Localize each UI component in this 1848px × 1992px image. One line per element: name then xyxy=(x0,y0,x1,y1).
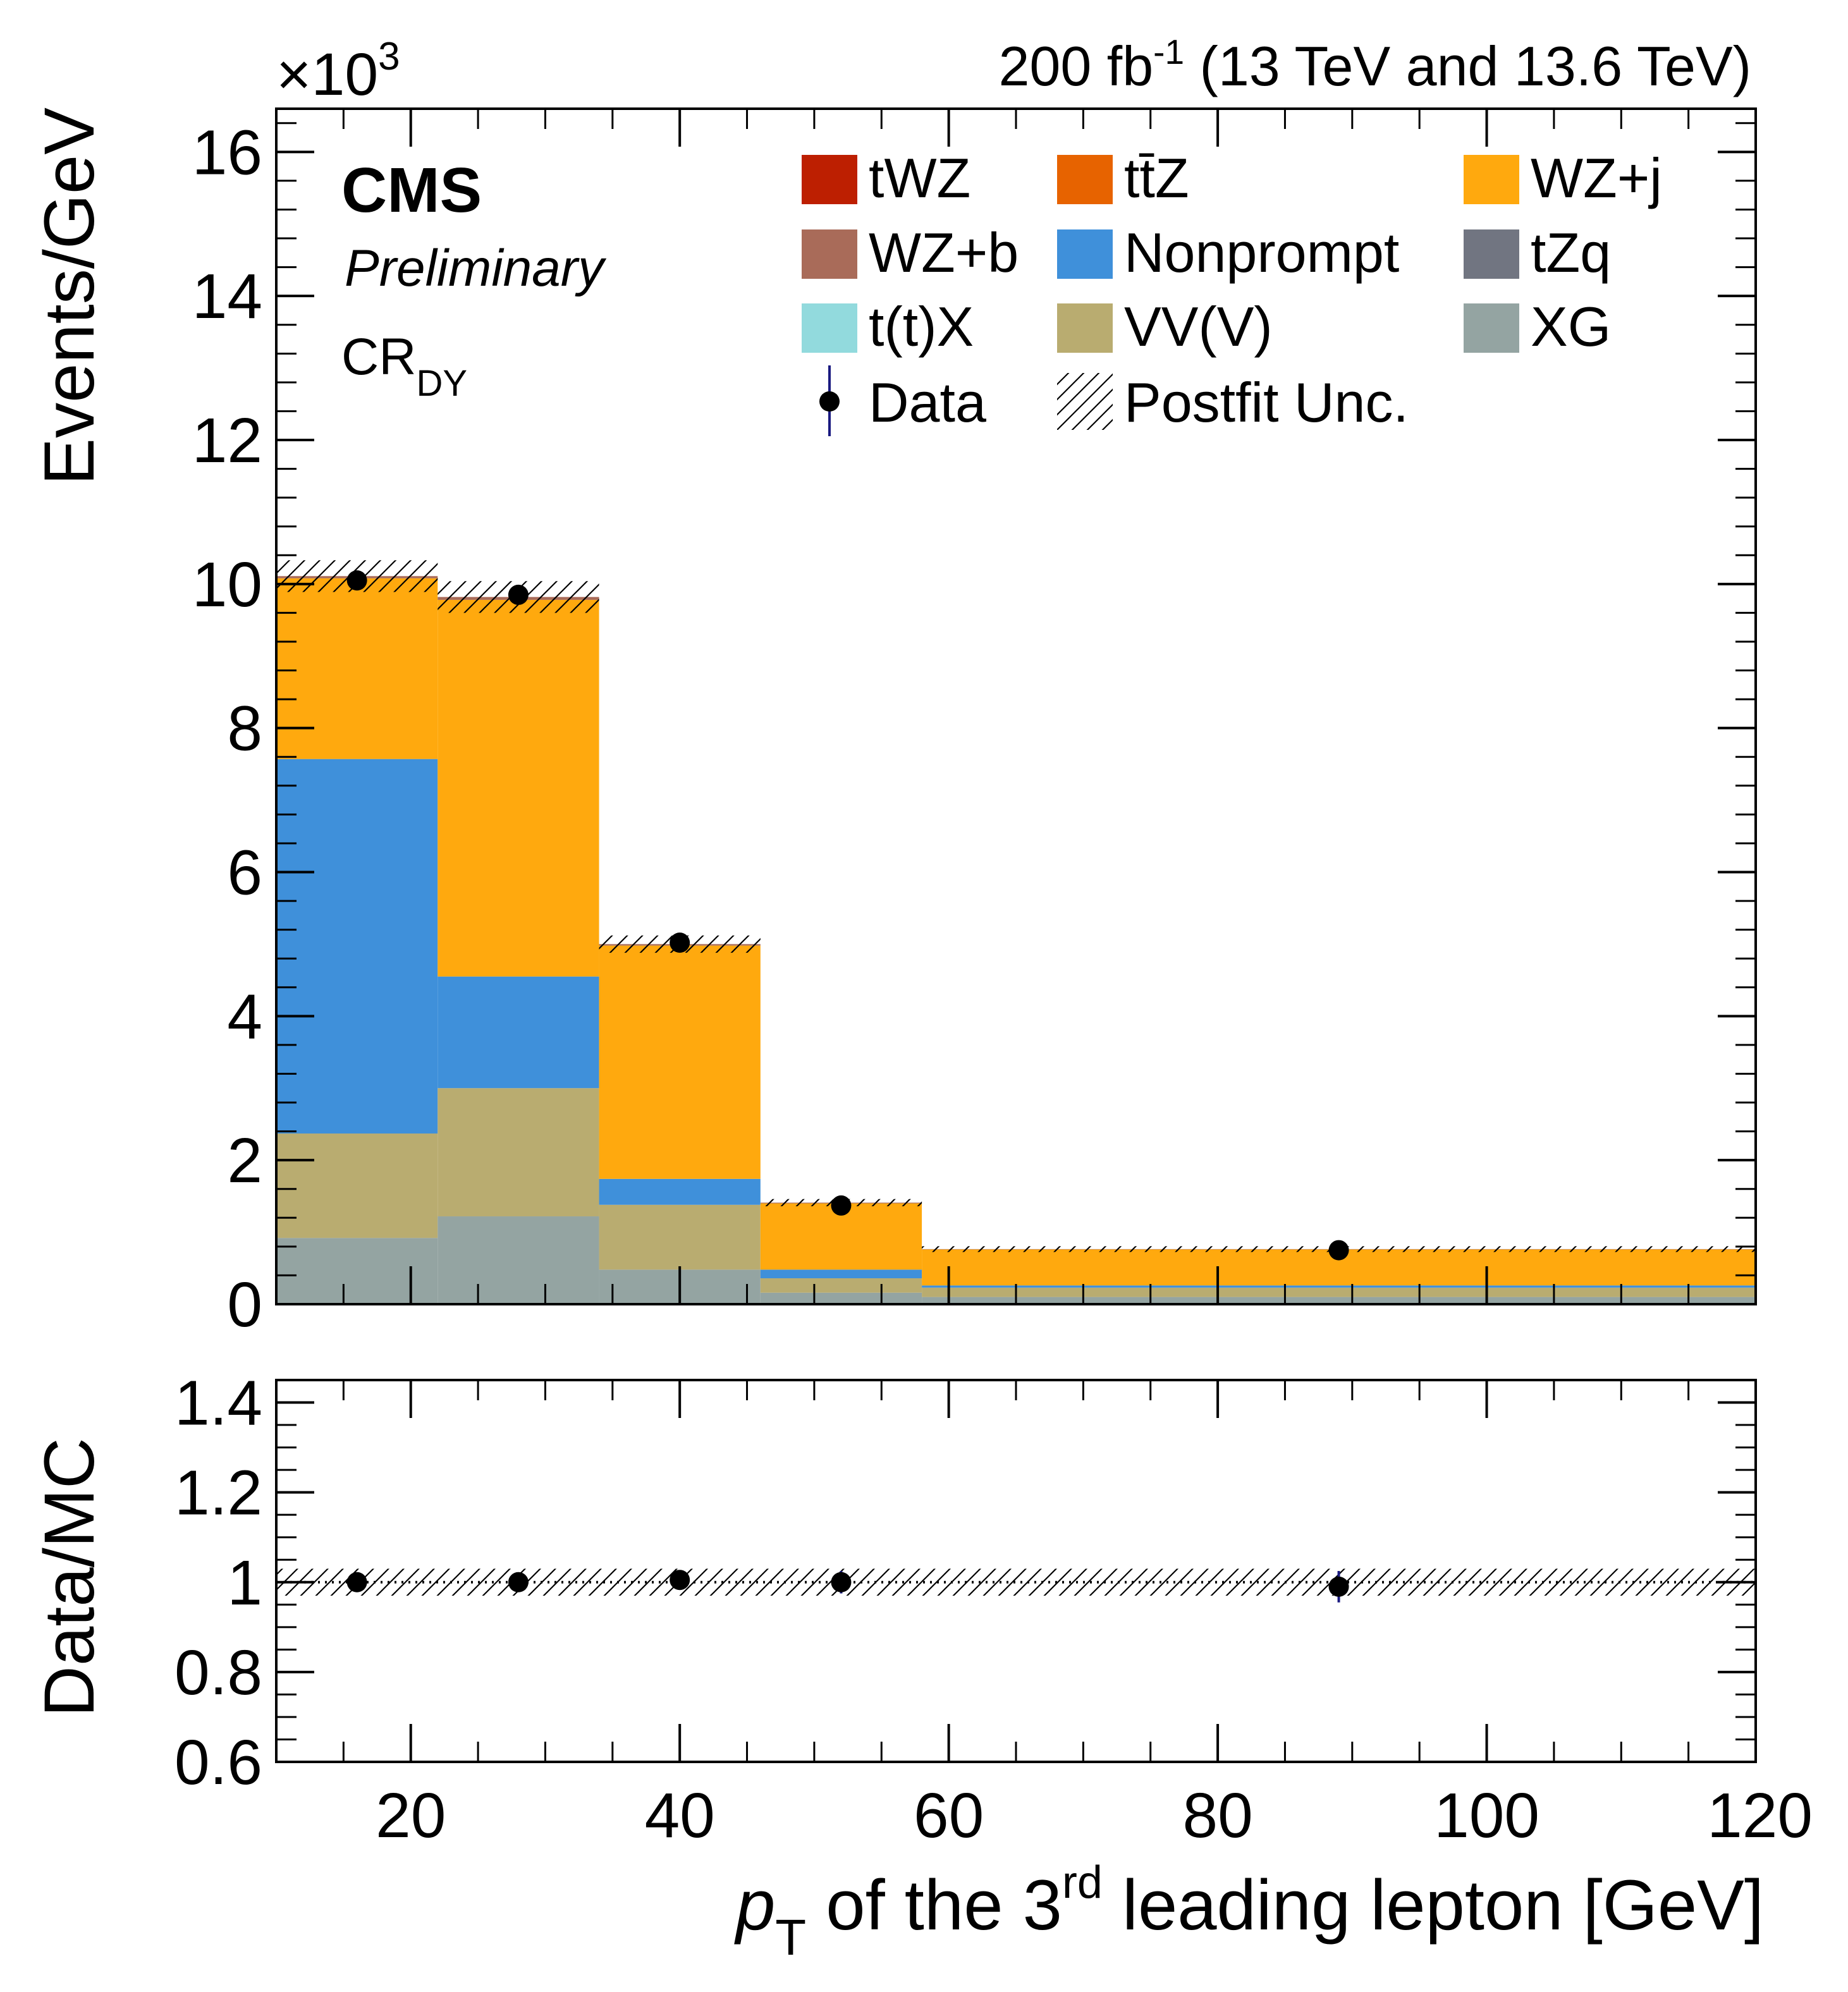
ratio-y-tick-label: 0.8 xyxy=(174,1637,262,1708)
stack-bar-nonprompt xyxy=(276,759,438,1134)
cms-label: CMS xyxy=(341,155,482,226)
x-tick-label: 100 xyxy=(1434,1780,1539,1851)
x-tick-label: 20 xyxy=(376,1780,446,1851)
legend-swatch xyxy=(802,155,857,204)
legend-label: tWZ xyxy=(869,147,970,209)
main-data-points xyxy=(346,570,1349,1261)
y-tick-label: 10 xyxy=(192,549,262,620)
legend-swatch xyxy=(1057,229,1113,279)
stack-bar-xg xyxy=(276,1238,438,1304)
ratio-data-points xyxy=(346,1570,1349,1603)
stack-bar-nonprompt xyxy=(438,976,599,1089)
legend-label: t(t)X xyxy=(869,295,974,358)
y-tick-label: 12 xyxy=(192,405,262,476)
ratio-point xyxy=(346,1572,367,1592)
legend-label: tZq xyxy=(1531,221,1611,284)
y-exponent-label: ×103 xyxy=(276,35,400,108)
y-tick-label: 8 xyxy=(227,694,262,764)
data-point xyxy=(508,584,529,605)
data-point xyxy=(1328,1240,1349,1261)
legend-hatch-swatch xyxy=(1057,373,1113,430)
ratio-y-tick-label: 1.4 xyxy=(174,1368,262,1439)
stack-bar-vvv xyxy=(760,1278,922,1293)
stack-bar-vvv xyxy=(276,1133,438,1238)
x-tick-label: 120 xyxy=(1707,1780,1813,1851)
legend-label: Nonprompt xyxy=(1124,221,1399,284)
ratio-point xyxy=(670,1570,690,1591)
stack-bar-nonprompt xyxy=(599,1178,761,1205)
ratio-point xyxy=(831,1572,852,1592)
lumi-label: 200 fb-1 (13 TeV and 13.6 TeV) xyxy=(998,32,1751,97)
legend-swatch xyxy=(1057,155,1113,204)
legend-label: WZ+b xyxy=(869,221,1019,284)
stack-bar-nonprompt xyxy=(760,1269,922,1278)
stack-bar-vvv xyxy=(922,1287,1756,1297)
stack-bar-xg xyxy=(922,1297,1756,1304)
x-tick-label: 80 xyxy=(1182,1780,1252,1851)
preliminary-label: Preliminary xyxy=(345,240,607,297)
stack-bar-wzj xyxy=(599,945,761,1179)
stack-bar-wzj xyxy=(438,599,599,977)
legend-swatch xyxy=(1464,155,1519,204)
stack-bars xyxy=(276,576,1756,1304)
y-tick-label: 4 xyxy=(227,981,262,1052)
legend-label: VV(V) xyxy=(1124,295,1273,358)
legend-swatch xyxy=(802,229,857,279)
stack-bar-xg xyxy=(760,1292,922,1304)
y-tick-label: 6 xyxy=(227,838,262,908)
data-point xyxy=(670,932,690,953)
main-axis-ticks: 0 2 4 6 8 10 12 14 16 xyxy=(192,109,1757,1340)
data-point xyxy=(831,1195,852,1216)
y-tick-label: 0 xyxy=(227,1269,262,1340)
y-tick-label: 14 xyxy=(192,261,262,332)
stack-bar-vvv xyxy=(599,1204,761,1270)
main-y-axis-title: Events/GeV xyxy=(30,107,109,486)
legend-label: Postfit Unc. xyxy=(1124,371,1409,434)
legend: tWZ tt̄Z WZ+j WZ+b Nonprompt tZq t(t)X VV(V) XG D… xyxy=(802,147,1662,436)
legend-label: tt̄Z xyxy=(1124,147,1189,209)
legend-swatch xyxy=(1057,303,1113,353)
legend-data-marker xyxy=(819,391,840,412)
ratio-unc-band xyxy=(276,1568,1756,1596)
legend-swatch xyxy=(1464,229,1519,279)
region-label: CRDY xyxy=(341,328,467,404)
stack-bar-nonprompt xyxy=(922,1285,1756,1288)
ratio-point xyxy=(1328,1576,1349,1597)
legend-label: XG xyxy=(1531,295,1611,358)
legend-label: WZ+j xyxy=(1531,147,1662,209)
x-tick-label: 60 xyxy=(914,1780,984,1851)
data-point xyxy=(346,570,367,591)
stack-bar-xg xyxy=(438,1216,599,1304)
x-axis-title: pT of the 3rd leading lepton [GeV] xyxy=(734,1857,1764,1965)
ratio-axis-ticks: 0.6 0.8 1 1.2 1.4 20 40 60 80 100 120 xyxy=(174,1368,1813,1851)
stack-bar-vvv xyxy=(438,1088,599,1217)
ratio-y-tick-label: 1 xyxy=(227,1548,262,1618)
legend-label: Data xyxy=(869,371,986,434)
ratio-y-tick-label: 0.6 xyxy=(174,1727,262,1798)
ratio-y-tick-label: 1.2 xyxy=(174,1458,262,1529)
legend-swatch xyxy=(802,303,857,353)
ratio-point xyxy=(508,1572,529,1592)
legend-swatch xyxy=(1464,303,1519,353)
ratio-uncertainty-band xyxy=(276,1568,1756,1596)
x-tick-label: 40 xyxy=(645,1780,715,1851)
y-tick-label: 2 xyxy=(227,1125,262,1196)
ratio-y-axis-title: Data/MC xyxy=(30,1438,109,1717)
y-tick-label: 16 xyxy=(192,117,262,188)
stack-bar-wzj xyxy=(276,578,438,759)
